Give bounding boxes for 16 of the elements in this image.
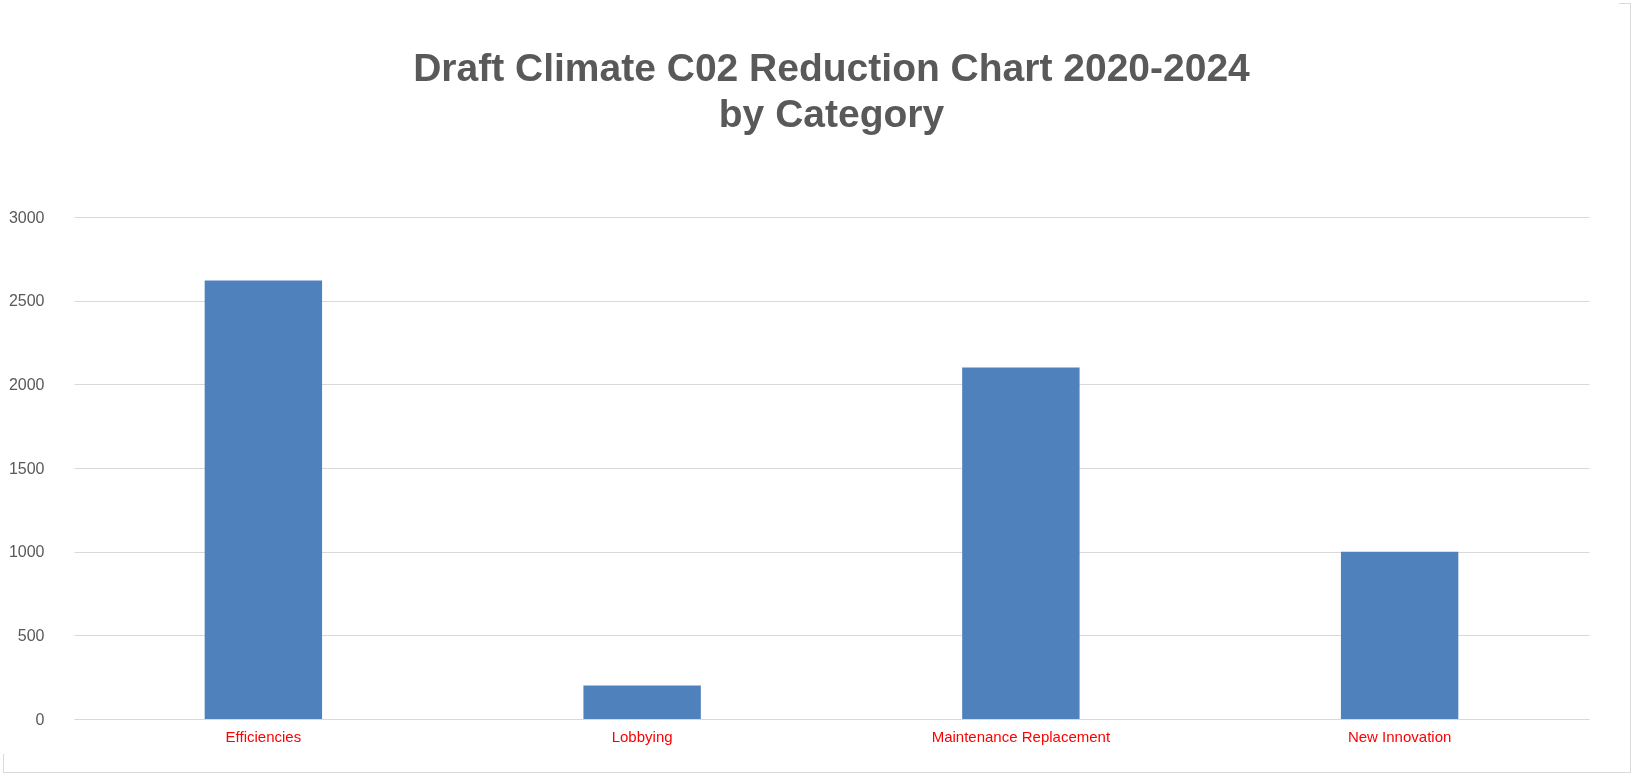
x-tick-label: Lobbying <box>611 727 673 745</box>
y-tick-label: 500 <box>17 626 45 644</box>
y-tick-label: 2500 <box>8 292 45 310</box>
x-tick-label: Efficiencies <box>225 727 302 745</box>
y-tick-label: 1000 <box>8 543 45 561</box>
bar <box>583 685 701 719</box>
x-tick-label: New Innovation <box>1347 727 1452 745</box>
y-tick-label: 3000 <box>8 208 45 226</box>
x-tick-label: Maintenance Replacement <box>931 727 1111 745</box>
y-tick-label: 2000 <box>8 375 45 393</box>
y-tick-label: 1500 <box>8 459 45 477</box>
bar <box>962 367 1080 719</box>
bar <box>204 280 323 719</box>
chart-title: Draft Climate C02 Reduction Chart 2020-2024 by Category <box>413 46 1251 135</box>
y-tick-label: 0 <box>35 710 45 728</box>
bar <box>1340 551 1459 719</box>
